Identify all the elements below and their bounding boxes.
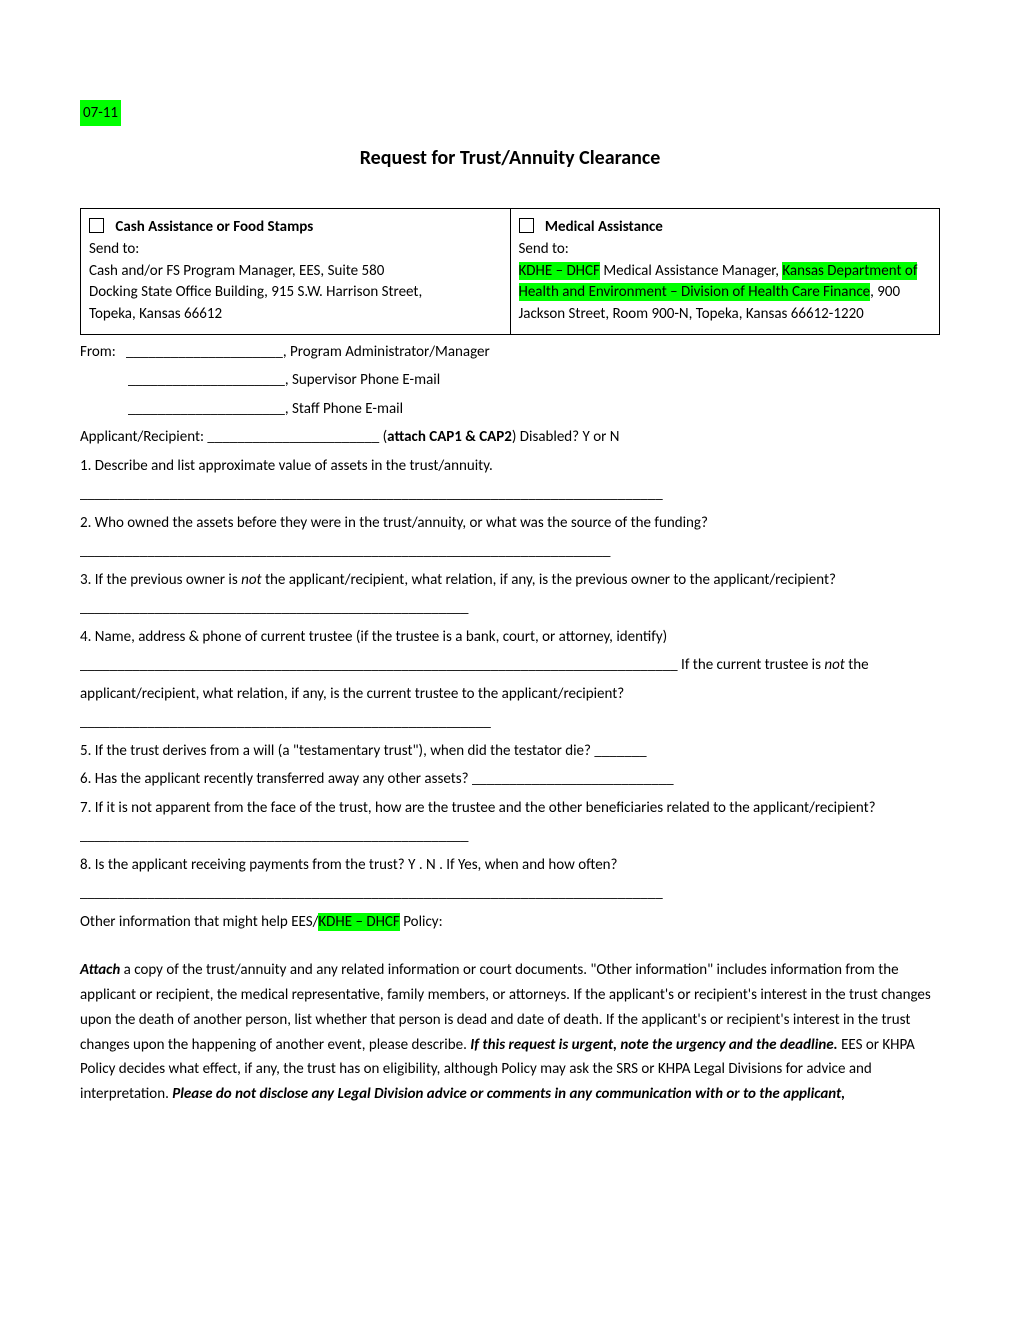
- applicant-blank[interactable]: _______________________: [207, 428, 379, 446]
- medical-hl1: KDHE – DHCF: [519, 262, 600, 280]
- from-blank3[interactable]: _____________________: [128, 400, 285, 418]
- question-6: 6. Has the applicant recently transferre…: [80, 765, 940, 794]
- instr-nodisclose: Please do not disclose any Legal Divisio…: [172, 1085, 845, 1103]
- question-7: 7. If it is not apparent from the face o…: [80, 794, 940, 851]
- attach-cap: attach CAP1 & CAP2: [387, 428, 512, 446]
- instr-attach: Attach: [80, 961, 120, 979]
- question-8: 8. Is the applicant receiving payments f…: [80, 851, 940, 880]
- q1-blank[interactable]: ________________________________________…: [80, 480, 940, 509]
- cash-line1: Cash and/or FS Program Manager, EES, Sui…: [89, 262, 384, 280]
- cash-line3: Topeka, Kansas 66612: [89, 305, 222, 323]
- q8-blank[interactable]: ________________________________________…: [80, 879, 940, 908]
- q2-blank[interactable]: ________________________________________…: [80, 537, 940, 566]
- question-1: 1. Describe and list approximate value o…: [80, 452, 940, 481]
- instr-urgent: If this request is urgent, note the urge…: [470, 1036, 837, 1054]
- revision-tag: 07-11: [80, 100, 121, 126]
- page-title: Request for Trust/Annuity Clearance: [80, 142, 940, 174]
- q4-not: not: [824, 656, 844, 674]
- q3-a: 3. If the previous owner is: [80, 571, 241, 589]
- from-role2: , Supervisor Phone E-mail: [285, 371, 440, 389]
- medical-sendto: Send to:: [519, 240, 569, 258]
- medical-heading: Medical Assistance: [545, 218, 663, 236]
- medical-after1: Medical Assistance Manager,: [600, 262, 782, 280]
- question-5: 5. If the trust derives from a will (a "…: [80, 737, 940, 766]
- from-role1: , Program Administrator/Manager: [283, 343, 490, 361]
- other-b: Policy:: [400, 913, 443, 931]
- other-a: Other information that might help EES/: [80, 913, 318, 931]
- cash-heading: Cash Assistance or Food Stamps: [115, 218, 313, 236]
- form-body: From: _____________________, Program Adm…: [80, 338, 940, 937]
- from-blank2[interactable]: _____________________: [128, 371, 285, 389]
- question-4: 4. Name, address & phone of current trus…: [80, 623, 940, 737]
- from-blank1[interactable]: _____________________: [126, 343, 283, 361]
- other-info: Other information that might help EES/KD…: [80, 908, 940, 937]
- from-line1: From: _____________________, Program Adm…: [80, 338, 940, 367]
- cash-assistance-cell: Cash Assistance or Food Stamps Send to: …: [81, 209, 511, 335]
- other-hl: KDHE – DHCF: [318, 913, 399, 931]
- from-role3: , Staff Phone E-mail: [285, 400, 403, 418]
- q3-not: not: [241, 571, 261, 589]
- from-label: From:: [80, 343, 116, 361]
- applicant-label: Applicant/Recipient:: [80, 428, 207, 446]
- medical-checkbox[interactable]: [519, 218, 534, 233]
- applicant-line: Applicant/Recipient: ___________________…: [80, 423, 940, 452]
- q4-a: 4. Name, address & phone of current trus…: [80, 628, 824, 675]
- from-line2: _____________________, Supervisor Phone …: [80, 366, 940, 395]
- question-2: 2. Who owned the assets before they were…: [80, 509, 940, 538]
- cash-sendto: Send to:: [89, 240, 139, 258]
- question-3: 3. If the previous owner is not the appl…: [80, 566, 940, 623]
- medical-assistance-cell: Medical Assistance Send to: KDHE – DHCF …: [510, 209, 940, 335]
- address-table: Cash Assistance or Food Stamps Send to: …: [80, 208, 940, 335]
- applicant-disabled: ) Disabled? Y or N: [512, 428, 620, 446]
- from-line3: _____________________, Staff Phone E-mai…: [80, 395, 940, 424]
- cash-checkbox[interactable]: [89, 218, 104, 233]
- cash-line2: Docking State Office Building, 915 S.W. …: [89, 283, 422, 301]
- instructions: Attach a copy of the trust/annuity and a…: [80, 958, 940, 1107]
